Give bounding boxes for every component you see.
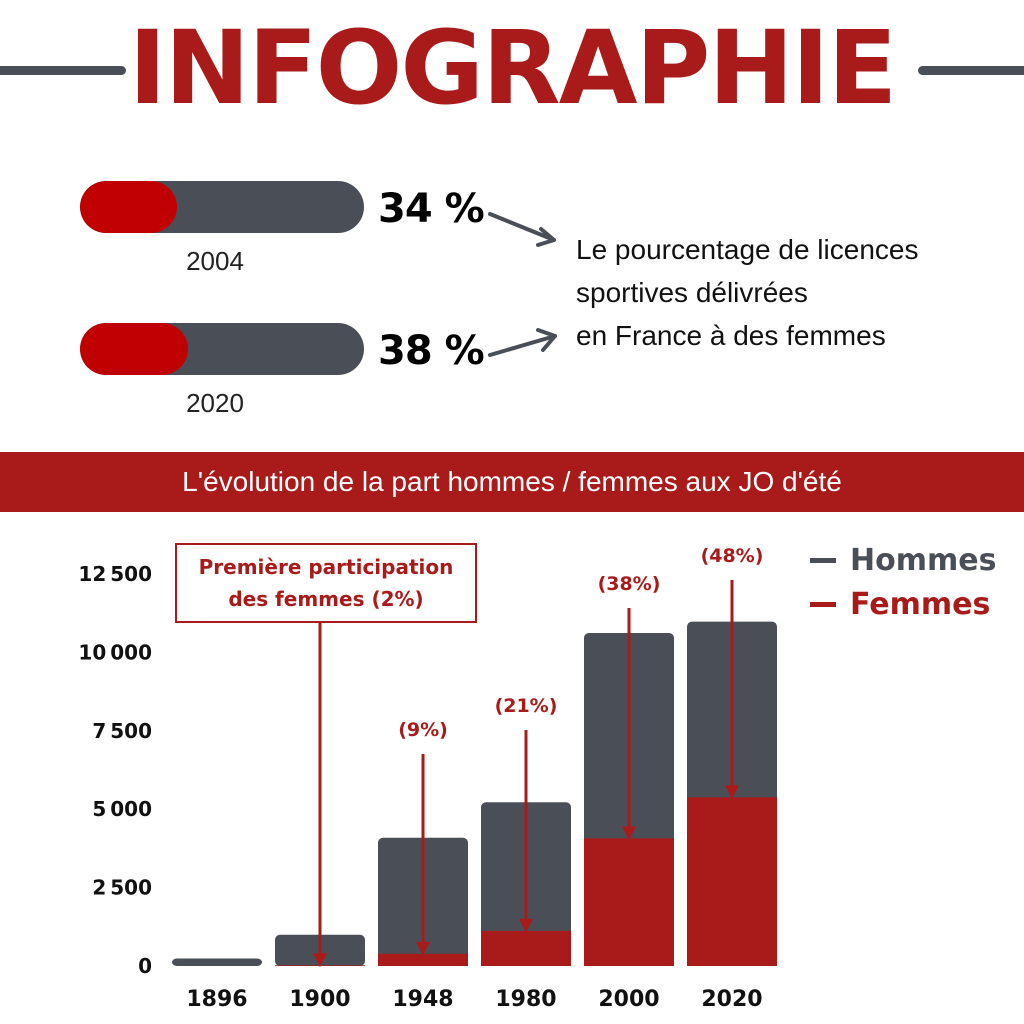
legend: Hommes Femmes (810, 543, 996, 622)
percent-label-2000: (38%) (598, 573, 661, 595)
legend-label-femmes: Femmes (850, 587, 990, 622)
licence-percent-2020: 38 % (378, 328, 485, 374)
licence-percent-2004: 34 % (378, 186, 485, 232)
arrow-head-first-participation (313, 953, 327, 968)
licence-bar-fill-2020 (80, 323, 188, 375)
x-axis: 1896 1900 1948 1980 2000 2020 (186, 987, 762, 1012)
page-title: INFOGRAPHIE (128, 9, 898, 128)
x-tick-label: 2000 (598, 987, 659, 1012)
y-tick-label: 0 (138, 954, 152, 978)
percent-arrows: (9%) (21%) (38%) (48%) (313, 545, 764, 968)
y-tick-label: 12 500 (78, 562, 152, 586)
licence-year-2020: 2020 (186, 388, 244, 418)
banner-text: L'évolution de la part hommes / femmes a… (182, 466, 842, 497)
percent-label-1948: (9%) (398, 719, 448, 741)
x-tick-label: 2020 (701, 987, 762, 1012)
x-tick-label: 1980 (495, 987, 556, 1012)
section-banner: L'évolution de la part hommes / femmes a… (0, 452, 1024, 512)
y-tick-label: 10 000 (78, 640, 152, 664)
licence-bar-2004 (80, 181, 364, 233)
arrow-icon (488, 212, 556, 242)
annotation-box (175, 543, 477, 623)
arrow-head-2020 (725, 785, 739, 800)
x-tick-label: 1900 (289, 987, 350, 1012)
arrow-head-1948 (416, 941, 430, 956)
arrow-head-icon (536, 328, 557, 352)
y-tick-label: 2 500 (92, 876, 152, 900)
bar-femmes-2020 (687, 797, 777, 966)
percent-label-2020: (48%) (701, 545, 764, 567)
y-tick-label: 7 500 (92, 719, 152, 743)
bar-femmes-2000 (584, 838, 674, 966)
first-participation-annotation: Première participation des femmes (2%) (175, 543, 477, 623)
licence-arrows (488, 212, 557, 357)
bar-femmes-1980 (481, 930, 571, 966)
x-tick-label: 1948 (392, 987, 453, 1012)
bars (172, 621, 777, 966)
legend-label-hommes: Hommes (850, 543, 996, 578)
annotation-line-1: Première participation (199, 555, 454, 579)
bar-hommes-1896 (172, 958, 262, 966)
legend-swatch-hommes (810, 558, 836, 563)
arrow-head-2000 (622, 826, 636, 841)
x-tick-label: 1896 (186, 987, 247, 1012)
title-left-line (0, 66, 126, 75)
title-right-line (918, 66, 1024, 75)
legend-swatch-femmes (810, 602, 836, 607)
arrow-head-icon (536, 227, 556, 247)
licence-year-2004: 2004 (186, 246, 244, 276)
percent-label-1980: (21%) (495, 695, 558, 717)
licence-description: Le pourcentage de licences sportives dél… (576, 228, 996, 357)
licence-bar-fill-2004 (80, 181, 177, 233)
annotation-line-2: des femmes (2%) (228, 587, 423, 611)
arrow-icon (488, 334, 557, 357)
licence-bar-2020 (80, 323, 364, 375)
olympics-chart: 0 2 500 5 000 7 500 10 000 12 500 1896 1900 194… (78, 543, 996, 1012)
y-tick-label: 5 000 (92, 797, 152, 821)
description-line-2: sportives délivrées (576, 277, 808, 308)
bar-femmes-1948 (378, 953, 468, 966)
arrow-head-1980 (519, 918, 533, 933)
description-line-3: en France à des femmes (576, 320, 886, 351)
description-line-1: Le pourcentage de licences (576, 234, 919, 265)
y-axis: 0 2 500 5 000 7 500 10 000 12 500 (78, 562, 152, 978)
